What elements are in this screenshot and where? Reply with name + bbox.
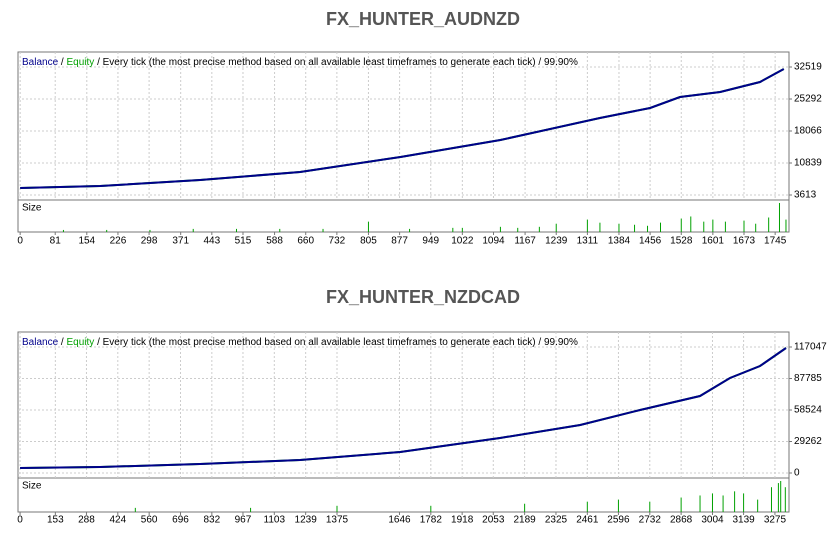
legend-method: Every tick (the most precise method base… — [103, 57, 536, 68]
x-tick-label: 443 — [203, 236, 220, 247]
x-tick-label: 3275 — [764, 515, 787, 526]
x-tick-label: 832 — [204, 515, 221, 526]
legend-balance: Balance — [22, 337, 59, 348]
chart-title: FX_HUNTER_AUDNZD — [326, 9, 520, 29]
legend-separator: / — [97, 337, 100, 348]
x-tick-label: 1375 — [326, 515, 349, 526]
x-tick-label: 1918 — [451, 515, 474, 526]
y-tick-label: 3613 — [794, 190, 817, 201]
x-tick-label: 2868 — [670, 515, 693, 526]
x-tick-label: 515 — [235, 236, 252, 247]
x-tick-label: 2732 — [639, 515, 662, 526]
legend: Balance / Equity / Every tick (the most … — [22, 337, 578, 348]
x-tick-label: 588 — [266, 236, 283, 247]
x-tick-label: 1384 — [608, 236, 631, 247]
x-tick-label: 1601 — [702, 236, 725, 247]
legend: Balance / Equity / Every tick (the most … — [22, 57, 578, 68]
size-label: Size — [22, 481, 42, 492]
legend-separator: / — [97, 57, 100, 68]
y-tick-label: 18066 — [794, 126, 822, 137]
x-tick-label: 1239 — [295, 515, 318, 526]
x-tick-label: 1103 — [264, 515, 286, 526]
x-tick-label: 696 — [172, 515, 189, 526]
x-tick-label: 2325 — [545, 515, 568, 526]
x-tick-label: 1239 — [545, 236, 568, 247]
x-tick-label: 660 — [297, 236, 314, 247]
x-tick-label: 1528 — [670, 236, 693, 247]
y-tick-label: 117047 — [794, 342, 827, 353]
x-tick-label: 1094 — [482, 236, 505, 247]
x-tick-label: 1782 — [420, 515, 443, 526]
x-tick-label: 1673 — [733, 236, 756, 247]
x-tick-label: 1311 — [577, 236, 599, 247]
size-label: Size — [22, 203, 42, 214]
y-tick-label: 25292 — [794, 94, 822, 105]
x-tick-label: 1745 — [764, 236, 787, 247]
legend-equity: Equity — [66, 57, 94, 68]
legend-separator: / — [61, 337, 64, 348]
x-tick-label: 2053 — [482, 515, 505, 526]
x-tick-label: 805 — [360, 236, 377, 247]
x-tick-label: 949 — [422, 236, 439, 247]
x-tick-label: 3139 — [732, 515, 755, 526]
legend-quality: 99.90% — [544, 337, 578, 348]
x-tick-label: 877 — [391, 236, 408, 247]
y-tick-label: 58524 — [794, 405, 822, 416]
x-tick-label: 1167 — [514, 236, 536, 247]
x-tick-label: 3004 — [701, 515, 724, 526]
x-tick-label: 153 — [47, 515, 64, 526]
x-tick-label: 298 — [141, 236, 158, 247]
y-tick-label: 10839 — [794, 158, 822, 169]
x-tick-label: 424 — [109, 515, 126, 526]
y-tick-label: 0 — [794, 468, 800, 479]
main-panel — [17, 51, 790, 201]
x-tick-label: 967 — [235, 515, 252, 526]
main-panel — [17, 331, 790, 479]
y-tick-label: 32519 — [794, 62, 822, 73]
x-tick-label: 371 — [172, 236, 189, 247]
legend-equity: Equity — [66, 337, 94, 348]
x-tick-label: 560 — [141, 515, 158, 526]
x-tick-label: 1456 — [639, 236, 662, 247]
x-tick-label: 81 — [50, 236, 62, 247]
series-line — [20, 347, 787, 469]
series-line — [20, 68, 785, 189]
chart-title: FX_HUNTER_NZDCAD — [326, 287, 520, 307]
legend-separator: / — [61, 57, 64, 68]
y-tick-label: 87785 — [794, 373, 822, 384]
x-tick-label: 1022 — [451, 236, 474, 247]
x-tick-label: 732 — [329, 236, 346, 247]
x-tick-label: 1646 — [388, 515, 411, 526]
legend-separator: / — [538, 57, 541, 68]
x-tick-label: 2596 — [607, 515, 630, 526]
y-tick-label: 29262 — [794, 436, 822, 447]
x-tick-label: 226 — [110, 236, 127, 247]
x-tick-label: 288 — [78, 515, 95, 526]
legend-separator: / — [538, 337, 541, 348]
x-tick-label: 2189 — [513, 515, 536, 526]
size-panel — [17, 477, 790, 513]
size-panel — [17, 199, 790, 233]
legend-method: Every tick (the most precise method base… — [103, 337, 536, 348]
x-tick-label: 154 — [78, 236, 95, 247]
x-tick-label: 2461 — [576, 515, 599, 526]
x-tick-label: 0 — [17, 515, 23, 526]
x-tick-label: 0 — [17, 236, 23, 247]
legend-quality: 99.90% — [544, 57, 578, 68]
legend-balance: Balance — [22, 57, 59, 68]
